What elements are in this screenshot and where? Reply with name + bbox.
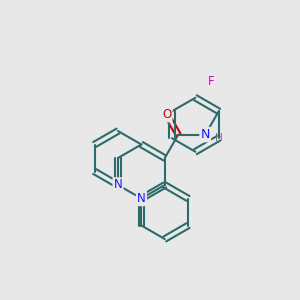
Text: O: O xyxy=(162,108,171,121)
Text: N: N xyxy=(137,192,146,205)
Text: N: N xyxy=(114,178,122,191)
Text: H: H xyxy=(215,133,223,142)
Text: F: F xyxy=(208,75,215,88)
Text: N: N xyxy=(201,128,210,141)
